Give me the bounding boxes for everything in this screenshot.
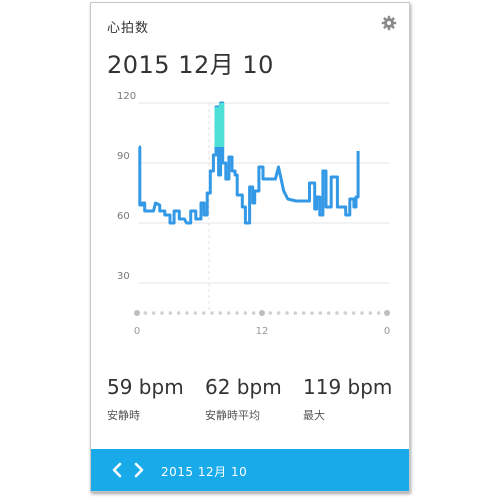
stat-resting-average-value: 62 bpm xyxy=(205,375,282,399)
timeline-dot xyxy=(235,311,239,315)
timeline-dot xyxy=(134,310,140,316)
gear-icon[interactable] xyxy=(381,15,397,31)
chevron-left-icon[interactable] xyxy=(109,461,125,479)
y-tick-label: 60 xyxy=(117,211,130,222)
date-heading: 2015 12月 10 xyxy=(107,51,274,79)
timeline-dot xyxy=(384,310,390,316)
chevron-right-icon[interactable] xyxy=(131,461,147,479)
timeline-dot xyxy=(293,311,298,315)
timeline-dot xyxy=(218,311,223,315)
footer-bar: 2015 12月 10 xyxy=(91,449,409,491)
timeline-dot xyxy=(243,311,248,315)
timeline-dot xyxy=(268,311,273,315)
timeline-dot xyxy=(318,311,323,315)
stat-resting-value: 59 bpm xyxy=(107,375,184,399)
y-tick-label: 120 xyxy=(117,91,136,102)
timeline-dot xyxy=(259,310,265,316)
stat-max-label: 最大 xyxy=(303,409,325,422)
timeline-dot xyxy=(301,311,306,315)
y-tick-label: 90 xyxy=(117,151,130,162)
timeline-dot xyxy=(276,311,281,315)
card-title: 心拍数 xyxy=(107,21,150,36)
timeline-dot xyxy=(360,311,364,315)
x-tick-label: 0 xyxy=(134,326,140,337)
timeline-dot xyxy=(343,311,348,315)
stat-resting-label: 安静時 xyxy=(107,409,140,422)
heart-rate-line xyxy=(138,101,360,225)
timeline-dot xyxy=(201,311,206,315)
timeline-dot xyxy=(226,311,231,315)
stat-max-value: 119 bpm xyxy=(303,375,393,399)
timeline-dot xyxy=(351,311,356,315)
x-tick-label: 12 xyxy=(256,326,269,337)
stat-resting: 59 bpm 安静時 xyxy=(107,375,184,423)
footer-date: 2015 12月 10 xyxy=(161,465,248,479)
timeline-dot xyxy=(176,311,181,315)
heart-rate-card: 心拍数 2015 12月 10 120 90 60 30 0 12 0 59 bpm 安静時… xyxy=(90,2,410,492)
stat-max: 119 bpm 最大 xyxy=(303,375,392,423)
timeline-dot xyxy=(185,311,189,315)
timeline-dot xyxy=(376,311,381,315)
timeline-dot xyxy=(285,311,289,315)
x-tick-label: 0 xyxy=(384,326,390,337)
timeline-dot xyxy=(326,311,331,315)
timeline-dot xyxy=(143,311,148,315)
stat-resting-average-label: 安静時平均 xyxy=(205,409,260,422)
timeline-dot xyxy=(335,311,339,315)
y-tick-label: 30 xyxy=(117,271,130,282)
timeline-dot xyxy=(193,311,198,315)
timeline-dot xyxy=(368,311,373,315)
stat-resting-average: 62 bpm 安静時平均 xyxy=(205,375,282,423)
timeline-dot xyxy=(251,311,256,315)
timeline-dot xyxy=(151,311,156,315)
timeline-dot xyxy=(168,311,173,315)
timeline-dot xyxy=(310,311,314,315)
timeline-dot xyxy=(160,311,164,315)
timeline-dot xyxy=(210,311,214,315)
